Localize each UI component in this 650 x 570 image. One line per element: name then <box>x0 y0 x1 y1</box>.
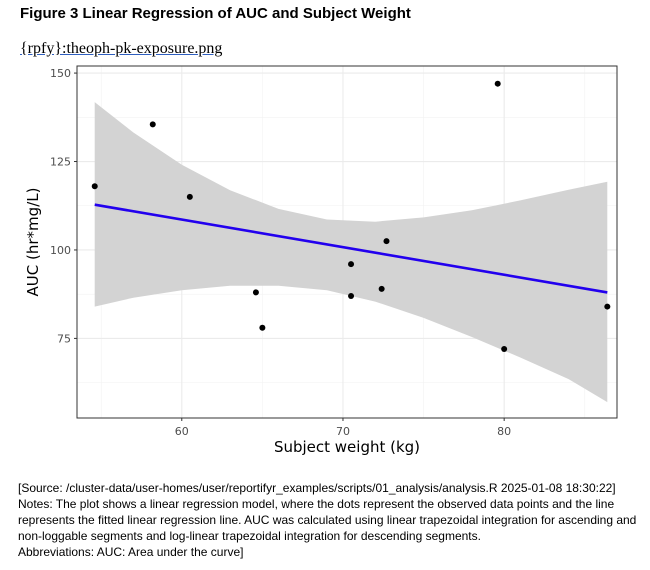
footnote-notes-line-3: non-loggable segments and log-linear tra… <box>18 529 481 543</box>
figure-file-reference: {rpfy}:theoph-pk-exposure.png <box>20 40 223 57</box>
footnote-notes-line-1: Notes: The plot shows a linear regressio… <box>18 497 615 511</box>
figure-title: Figure 3 Linear Regression of AUC and Su… <box>20 5 411 22</box>
data-point <box>348 292 355 299</box>
data-point <box>494 80 501 87</box>
data-point <box>378 285 385 292</box>
y-tick-label: 150 <box>50 67 71 80</box>
footnote-source: [Source: /cluster-data/user-homes/user/r… <box>18 481 616 495</box>
y-tick-label: 125 <box>50 156 71 169</box>
data-point <box>186 193 193 200</box>
footnote-notes-line-2: represents the fitted linear regression … <box>18 513 637 527</box>
data-point <box>91 183 98 190</box>
data-point <box>252 289 259 296</box>
x-axis-title: Subject weight (kg) <box>274 438 420 456</box>
data-point <box>149 121 156 128</box>
data-point <box>348 261 355 268</box>
data-point <box>259 324 266 331</box>
footnote-abbreviations: Abbreviations: AUC: Area under the curve… <box>18 545 244 559</box>
panel-border <box>76 65 618 419</box>
y-tick-label: 100 <box>50 244 71 257</box>
regression-line <box>94 203 608 294</box>
data-point <box>501 346 508 353</box>
data-point <box>604 303 611 310</box>
regression-chart: 60 70 80 75 100 125 150 Subject weight (kg) AUC … <box>24 65 618 456</box>
confidence-band <box>94 102 608 403</box>
x-tick-label: 60 <box>175 425 189 438</box>
y-axis-title: AUC (hr*mg/L) <box>24 188 42 297</box>
y-tick-label: 75 <box>57 332 71 345</box>
x-tick-label: 70 <box>336 425 350 438</box>
figure-footnote: [Source: /cluster-data/user-homes/user/r… <box>18 480 638 560</box>
x-tick-label: 80 <box>497 425 511 438</box>
data-point <box>383 238 390 245</box>
